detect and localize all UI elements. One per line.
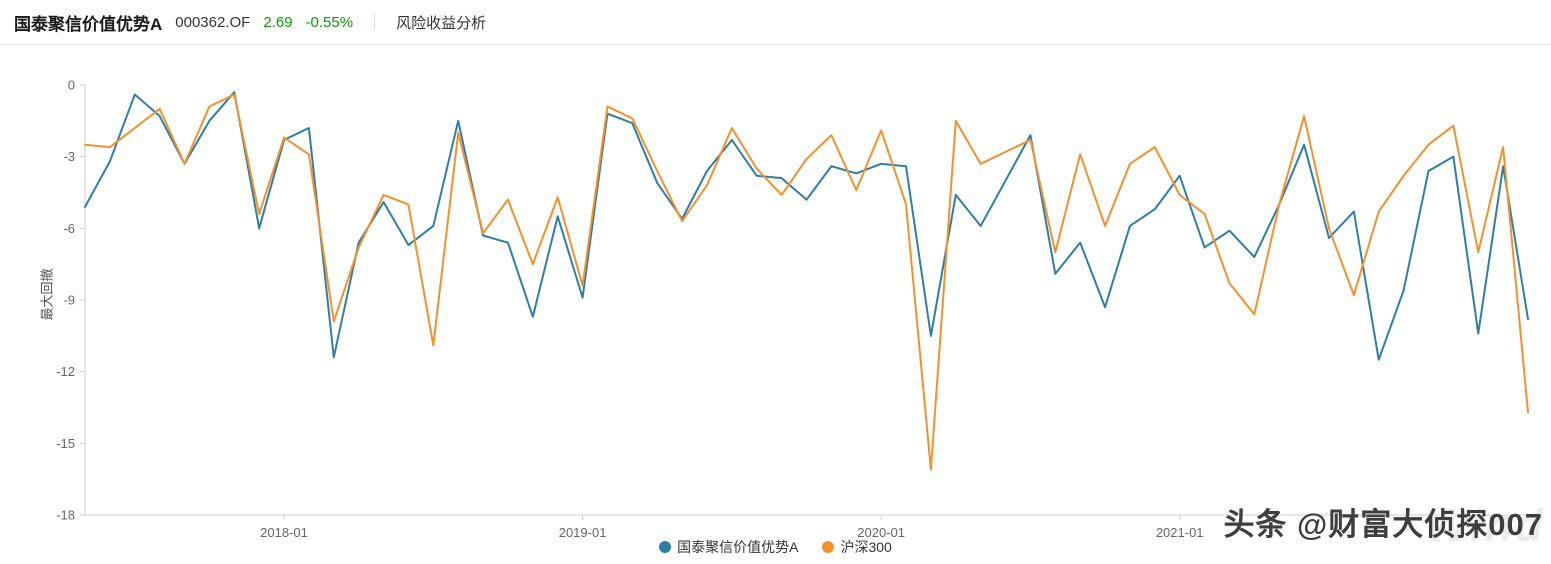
header-divider (374, 14, 376, 30)
svg-text:2021-01: 2021-01 (1156, 525, 1204, 540)
chart-legend: 国泰聚信价值优势A 沪深300 (0, 537, 1551, 557)
drawdown-line-chart[interactable]: 0 -3 -6 -9 -12 -15 -18 2018-01 2019-01 2020-01 202… (0, 45, 1551, 564)
y-axis-title: 最大回撤 (39, 268, 55, 321)
wind-brand-watermark: Wind (1425, 499, 1545, 551)
svg-text:-18: -18 (56, 508, 75, 523)
tab-risk-return-analysis[interactable]: 风险收益分析 (396, 14, 487, 32)
svg-text:-3: -3 (63, 149, 75, 164)
fund-change-percent: -0.55% (305, 13, 354, 31)
legend-marker-benchmark-icon (822, 541, 835, 553)
svg-text:2020-01: 2020-01 (857, 525, 905, 540)
legend-label-benchmark: 沪深300 (840, 539, 892, 555)
svg-text:-12: -12 (56, 364, 75, 379)
svg-text:2018-01: 2018-01 (260, 525, 308, 540)
legend-marker-fund-icon (659, 541, 672, 553)
svg-text:-15: -15 (56, 436, 75, 451)
svg-text:-9: -9 (63, 293, 75, 308)
toutiao-watermark: 头条 @财富大侦探007 (1223, 507, 1543, 542)
legend-item-benchmark[interactable]: 沪深300 (822, 537, 892, 557)
legend-item-fund[interactable]: 国泰聚信价值优势A (659, 537, 798, 557)
svg-text:2019-01: 2019-01 (559, 525, 607, 540)
drawdown-chart-section: 0 -3 -6 -9 -12 -15 -18 2018-01 2019-01 2020-01 202… (0, 45, 1551, 564)
svg-text:-6: -6 (63, 221, 75, 236)
svg-text:0: 0 (68, 78, 75, 93)
fund-name: 国泰聚信价值优势A (14, 14, 163, 34)
fund-code: 000362.OF (175, 13, 251, 31)
header-bar: 国泰聚信价值优势A 000362.OF 2.69 -0.55% 风险收益分析 (0, 0, 1551, 45)
legend-label-fund: 国泰聚信价值优势A (677, 539, 799, 555)
fund-price: 2.69 (263, 13, 293, 31)
